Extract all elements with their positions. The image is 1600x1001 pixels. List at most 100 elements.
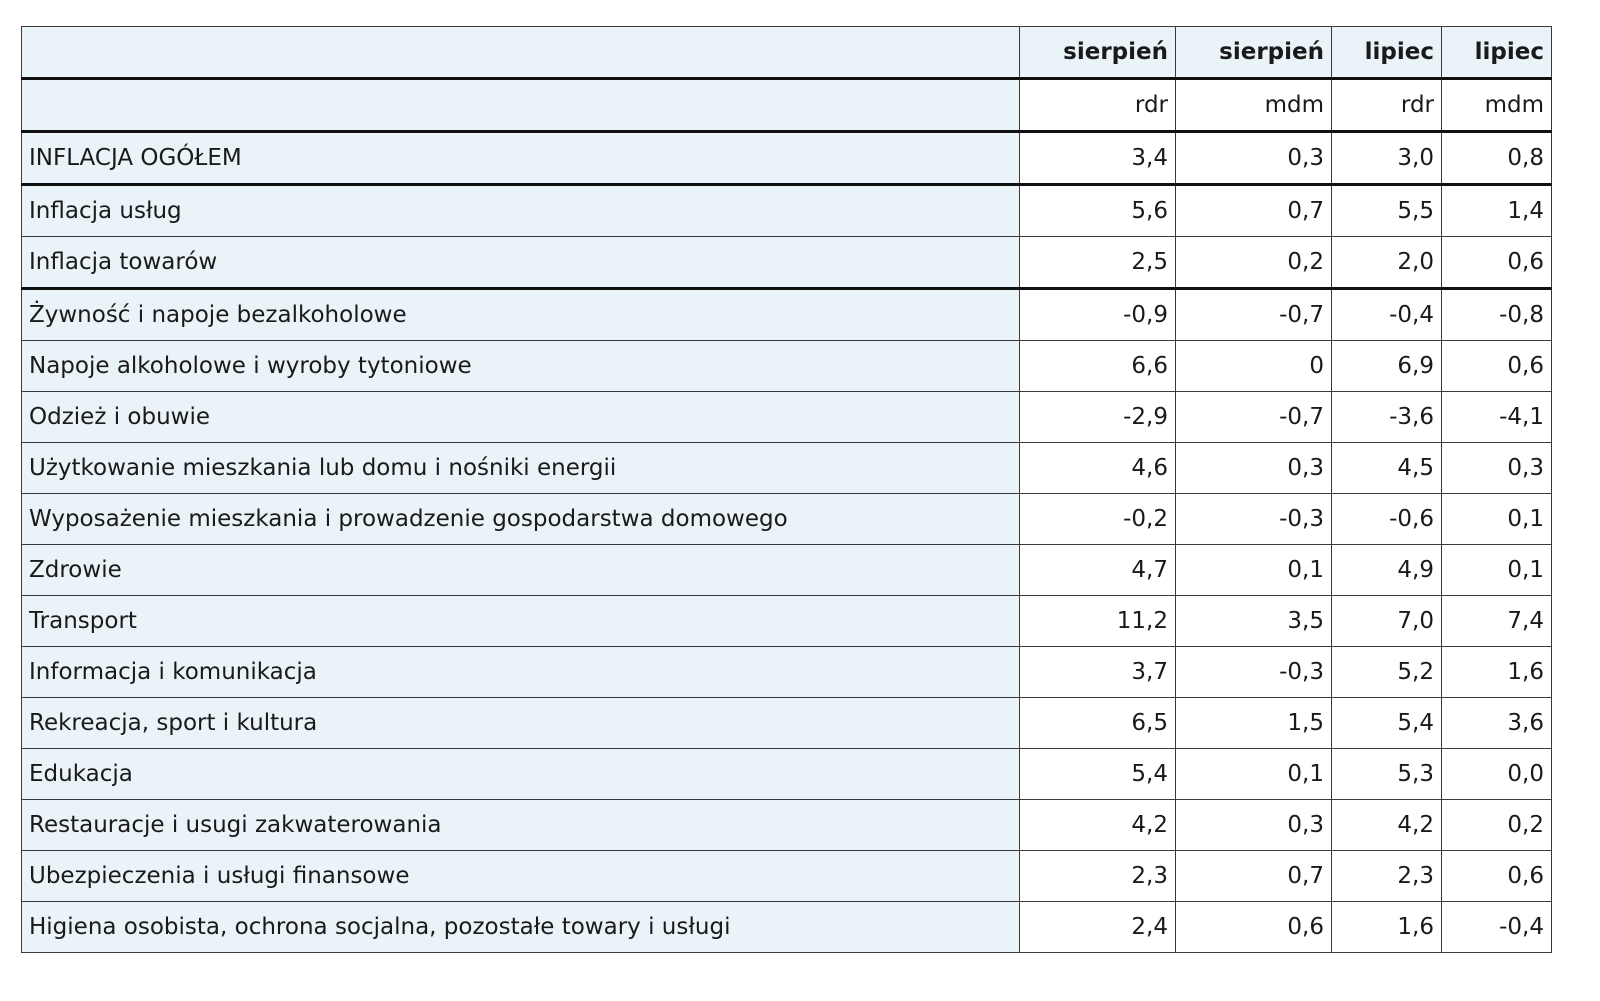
table-row: Restauracje i usugi zakwaterowania 4,2 0,3… (21, 799, 1552, 851)
header-row-measures: rdr mdm rdr mdm (21, 77, 1552, 132)
value-cell: 0,3 (1175, 799, 1332, 851)
row-label-cell: Higiena osobista, ochrona socjalna, pozo… (21, 901, 1020, 953)
value-cell: 4,6 (1019, 442, 1176, 494)
row-label-cell: Ubezpieczenia i usługi finansowe (21, 850, 1020, 902)
value-cell: 0,8 (1441, 130, 1552, 185)
value-cell: 0,6 (1175, 901, 1332, 953)
row-label-cell: INFLACJA OGÓŁEM (21, 130, 1020, 185)
row-label-cell: Informacja i komunikacja (21, 646, 1020, 698)
value-cell: -0,7 (1175, 287, 1332, 341)
table-body: INFLACJA OGÓŁEM 3,4 0,3 3,0 0,8 Inflacja usłu… (21, 130, 1552, 953)
value-cell: -0,4 (1331, 287, 1442, 341)
value-cell: 4,2 (1019, 799, 1176, 851)
value-cell: 2,3 (1331, 850, 1442, 902)
value-cell: 7,4 (1441, 595, 1552, 647)
table-row: Informacja i komunikacja 3,7 -0,3 5,2 1,6 (21, 646, 1552, 698)
value-cell: 6,5 (1019, 697, 1176, 749)
value-cell: 0,1 (1175, 544, 1332, 596)
value-cell: 1,5 (1175, 697, 1332, 749)
value-cell: 3,4 (1019, 130, 1176, 185)
inflation-table: sierpień sierpień lipiec lipiec rdr mdm … (21, 26, 1552, 953)
table-row: Żywność i napoje bezalkoholowe -0,9 -0,7 -0… (21, 287, 1552, 341)
value-cell: 5,4 (1331, 697, 1442, 749)
value-cell: -4,1 (1441, 391, 1552, 443)
header-measure-cell: mdm (1175, 77, 1332, 132)
value-cell: 0,3 (1175, 130, 1332, 185)
header-measure-cell: rdr (1019, 77, 1176, 132)
value-cell: 0,1 (1175, 748, 1332, 800)
table-row: Edukacja 5,4 0,1 5,3 0,0 (21, 748, 1552, 800)
value-cell: 0,6 (1441, 850, 1552, 902)
header-month-cell: lipiec (1441, 26, 1552, 79)
table-row: Rekreacja, sport i kultura 6,5 1,5 5,4 3,6 (21, 697, 1552, 749)
header-corner-cell (21, 26, 1020, 79)
value-cell: 1,6 (1331, 901, 1442, 953)
value-cell: -0,6 (1331, 493, 1442, 545)
value-cell: -0,9 (1019, 287, 1176, 341)
table-row: Odzież i obuwie -2,9 -0,7 -3,6 -4,1 (21, 391, 1552, 443)
row-label-cell: Wyposażenie mieszkania i prowadzenie gos… (21, 493, 1020, 545)
row-label-cell: Inflacja usług (21, 183, 1020, 237)
value-cell: 0,0 (1441, 748, 1552, 800)
value-cell: -0,4 (1441, 901, 1552, 953)
value-cell: 4,2 (1331, 799, 1442, 851)
row-label-cell: Żywność i napoje bezalkoholowe (21, 287, 1020, 341)
table-row: Inflacja towarów 2,5 0,2 2,0 0,6 (21, 236, 1552, 289)
value-cell: 0,2 (1175, 236, 1332, 289)
value-cell: 1,4 (1441, 183, 1552, 237)
value-cell: 4,5 (1331, 442, 1442, 494)
row-label-cell: Odzież i obuwie (21, 391, 1020, 443)
value-cell: 4,7 (1019, 544, 1176, 596)
row-label-cell: Rekreacja, sport i kultura (21, 697, 1020, 749)
header-month-cell: sierpień (1019, 26, 1176, 79)
header-row-months: sierpień sierpień lipiec lipiec (21, 26, 1552, 79)
value-cell: 2,0 (1331, 236, 1442, 289)
table-row: Napoje alkoholowe i wyroby tytoniowe 6,6 0… (21, 340, 1552, 392)
value-cell: -0,3 (1175, 493, 1332, 545)
value-cell: -3,6 (1331, 391, 1442, 443)
value-cell: 11,2 (1019, 595, 1176, 647)
value-cell: 2,4 (1019, 901, 1176, 953)
header-measure-cell: rdr (1331, 77, 1442, 132)
value-cell: 1,6 (1441, 646, 1552, 698)
value-cell: 5,3 (1331, 748, 1442, 800)
row-label-cell: Inflacja towarów (21, 236, 1020, 289)
value-cell: 3,6 (1441, 697, 1552, 749)
value-cell: -2,9 (1019, 391, 1176, 443)
table-row: Wyposażenie mieszkania i prowadzenie gos… (21, 493, 1552, 545)
value-cell: 6,9 (1331, 340, 1442, 392)
value-cell: -0,7 (1175, 391, 1332, 443)
header-measure-cell: mdm (1441, 77, 1552, 132)
value-cell: 0,1 (1441, 493, 1552, 545)
value-cell: 0,6 (1441, 340, 1552, 392)
header-month-cell: sierpień (1175, 26, 1332, 79)
value-cell: 5,2 (1331, 646, 1442, 698)
value-cell: -0,8 (1441, 287, 1552, 341)
value-cell: 3,5 (1175, 595, 1332, 647)
row-label-cell: Zdrowie (21, 544, 1020, 596)
value-cell: 0,3 (1441, 442, 1552, 494)
table-row: Ubezpieczenia i usługi finansowe 2,3 0,7 2,… (21, 850, 1552, 902)
value-cell: 0,2 (1441, 799, 1552, 851)
value-cell: 0,6 (1441, 236, 1552, 289)
value-cell: 0 (1175, 340, 1332, 392)
row-label-cell: Restauracje i usugi zakwaterowania (21, 799, 1020, 851)
value-cell: 0,7 (1175, 850, 1332, 902)
value-cell: 4,9 (1331, 544, 1442, 596)
row-label-cell: Użytkowanie mieszkania lub domu i nośnik… (21, 442, 1020, 494)
value-cell: 2,3 (1019, 850, 1176, 902)
value-cell: -0,2 (1019, 493, 1176, 545)
value-cell: 5,6 (1019, 183, 1176, 237)
value-cell: 3,0 (1331, 130, 1442, 185)
value-cell: 3,7 (1019, 646, 1176, 698)
value-cell: 2,5 (1019, 236, 1176, 289)
table-row: Higiena osobista, ochrona socjalna, pozo… (21, 901, 1552, 953)
table-row: INFLACJA OGÓŁEM 3,4 0,3 3,0 0,8 (21, 130, 1552, 185)
table-row: Użytkowanie mieszkania lub domu i nośnik… (21, 442, 1552, 494)
value-cell: 0,3 (1175, 442, 1332, 494)
row-label-cell: Edukacja (21, 748, 1020, 800)
header-month-cell: lipiec (1331, 26, 1442, 79)
value-cell: 7,0 (1331, 595, 1442, 647)
row-label-cell: Napoje alkoholowe i wyroby tytoniowe (21, 340, 1020, 392)
table-row: Inflacja usług 5,6 0,7 5,5 1,4 (21, 183, 1552, 237)
